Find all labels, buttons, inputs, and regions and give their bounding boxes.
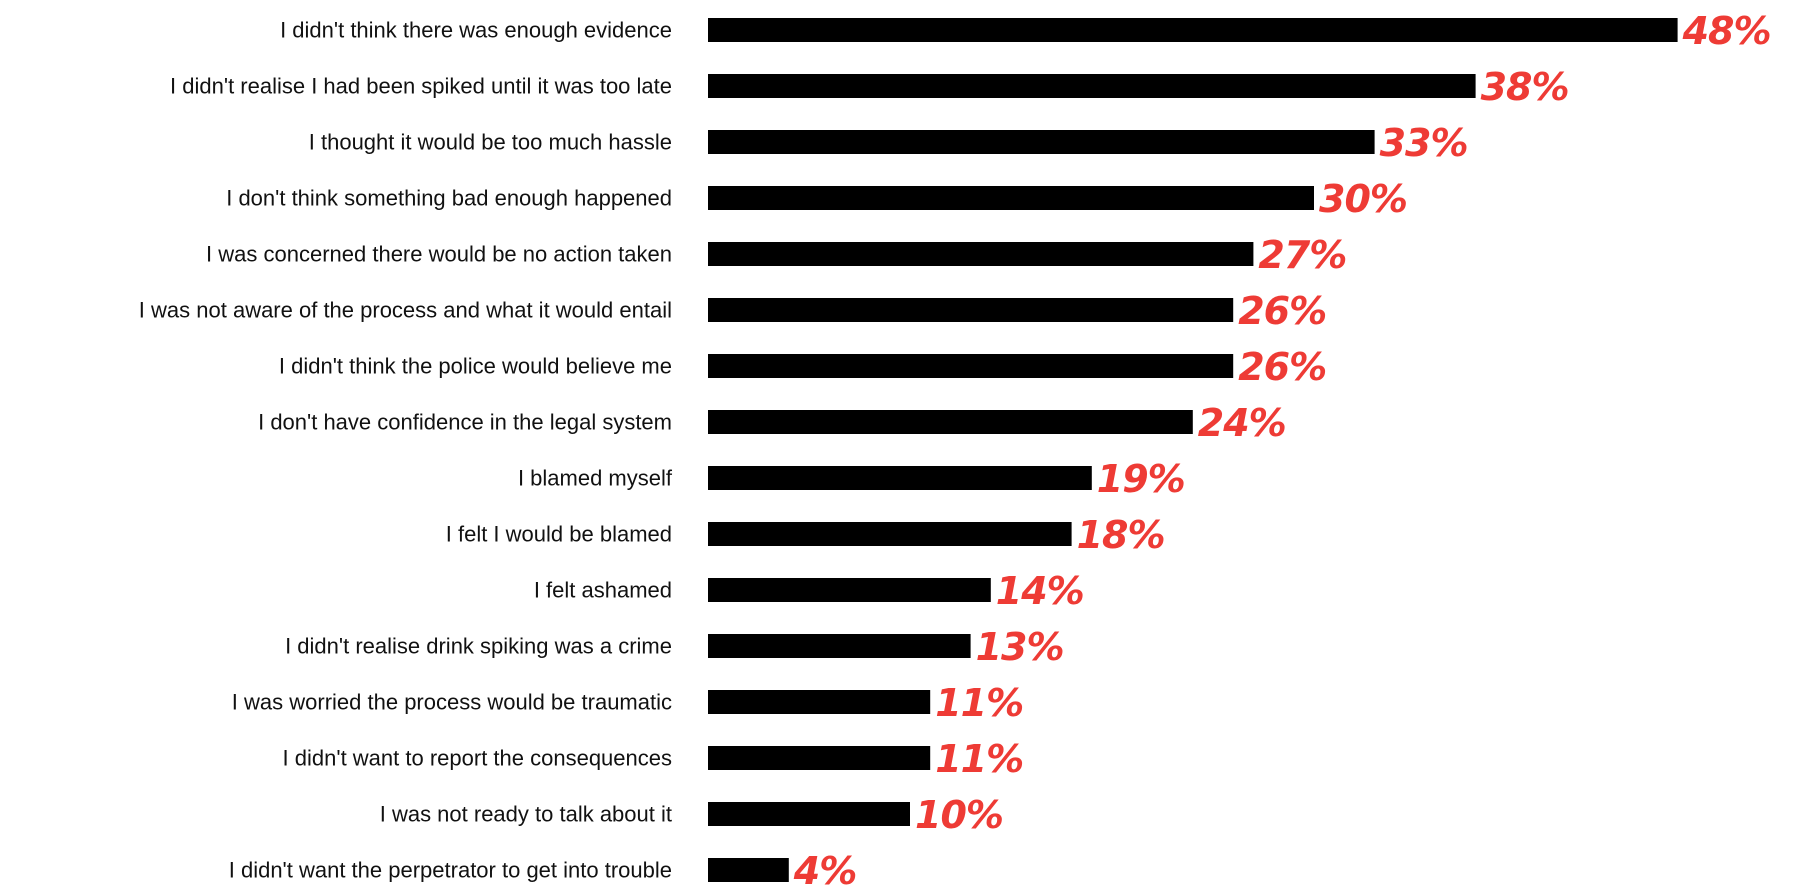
bar (708, 186, 1314, 210)
bar (708, 690, 931, 714)
category-label: I didn't realise drink spiking was a cri… (285, 634, 672, 659)
bar (708, 410, 1193, 434)
category-labels: I didn't think there was enough evidence… (139, 18, 673, 883)
category-label: I felt ashamed (534, 578, 672, 603)
category-label: I didn't want the perpetrator to get int… (229, 858, 672, 883)
bar (708, 802, 910, 826)
value-label: 19% (1097, 457, 1185, 501)
bar (708, 74, 1476, 98)
category-label: I don't have confidence in the legal sys… (258, 410, 672, 435)
category-label: I blamed myself (518, 466, 673, 491)
category-label: I didn't think the police would believe … (279, 354, 672, 379)
bar (708, 578, 991, 602)
bar (708, 354, 1234, 378)
bar (708, 242, 1254, 266)
category-label: I didn't think there was enough evidence (280, 18, 672, 43)
value-label: 14% (996, 569, 1084, 613)
category-label: I was not ready to talk about it (380, 802, 672, 827)
value-label: 11% (935, 681, 1023, 725)
category-label: I was concerned there would be no action… (206, 242, 672, 267)
category-label: I felt I would be blamed (446, 522, 672, 547)
bar (708, 130, 1375, 154)
value-label: 27% (1258, 233, 1346, 277)
value-label: 18% (1077, 513, 1165, 557)
value-label: 26% (1238, 289, 1326, 333)
value-label: 13% (976, 625, 1064, 669)
value-label: 24% (1198, 401, 1286, 445)
bar (708, 858, 789, 882)
category-label: I didn't want to report the consequences (283, 746, 672, 771)
bar (708, 746, 931, 770)
bar (708, 466, 1092, 490)
value-label: 10% (915, 793, 1003, 837)
value-label: 33% (1380, 121, 1468, 165)
bars (708, 18, 1678, 882)
value-labels: 48% 38% 33% 30% 27% 26% 26% 24% 19% 18% 14% 13% 11% 1… (793, 9, 1772, 885)
bar (708, 298, 1234, 322)
value-label: 26% (1238, 345, 1326, 389)
category-label: I thought it would be too much hassle (309, 130, 672, 155)
value-label: 48% (1682, 9, 1771, 53)
bar (708, 18, 1678, 42)
value-label: 38% (1481, 65, 1569, 109)
category-label: I was worried the process would be traum… (232, 690, 672, 715)
value-label: 30% (1319, 177, 1407, 221)
value-label: 11% (935, 737, 1023, 781)
category-label: I was not aware of the process and what … (139, 298, 672, 323)
value-label: 4% (793, 849, 857, 885)
bar (708, 522, 1072, 546)
category-label: I don't think something bad enough happe… (226, 186, 672, 211)
bar (708, 634, 971, 658)
category-label: I didn't realise I had been spiked until… (170, 74, 672, 99)
